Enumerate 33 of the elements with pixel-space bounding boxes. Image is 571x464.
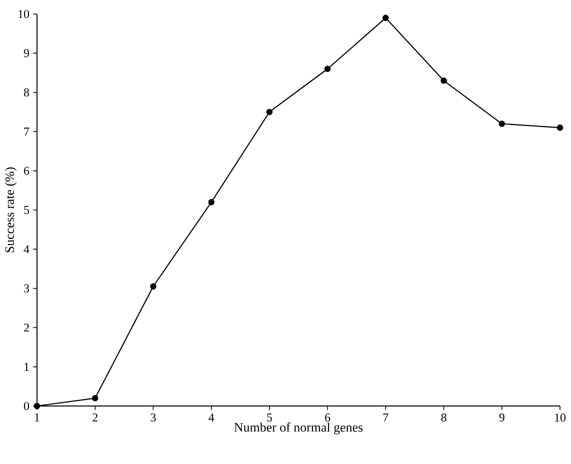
y-tick-label: 3 — [24, 284, 30, 292]
y-axis-title: Success rate (%) — [4, 167, 17, 252]
point — [150, 283, 156, 290]
y-tick-label: 5 — [24, 206, 30, 214]
y-tick-label: 2 — [24, 324, 29, 332]
x-tick-label: 10 — [555, 414, 566, 422]
x-tick-label: 6 — [325, 414, 330, 422]
y-tick-label: 0 — [24, 402, 30, 410]
y-tick-label: 9 — [24, 49, 29, 58]
point — [556, 124, 564, 131]
point — [266, 108, 273, 116]
point — [324, 66, 331, 72]
x-tick-label: 7 — [383, 414, 388, 422]
x-tick-label: 2 — [92, 414, 98, 422]
point — [498, 120, 506, 127]
y-tick-label: 6 — [24, 166, 30, 175]
x-tick-label: 4 — [208, 414, 214, 422]
y-tick-label: 7 — [24, 128, 30, 136]
x-tick-label: 1 — [35, 414, 40, 422]
y-tick-label: 1 — [24, 362, 29, 371]
x-tick-label: 3 — [150, 414, 156, 422]
y-tick-label: 10 — [18, 10, 30, 18]
x-tick-label: 8 — [441, 414, 446, 422]
point — [208, 199, 214, 206]
point — [92, 395, 98, 402]
point — [440, 77, 447, 84]
point — [34, 402, 40, 410]
x-tick-label: 9 — [499, 414, 504, 422]
point — [382, 14, 389, 22]
y-tick-label: 8 — [24, 88, 30, 96]
x-tick-label: 5 — [267, 414, 272, 422]
y-tick-label: 4 — [24, 245, 30, 254]
x-axis-title: Number of normal genes — [234, 422, 363, 434]
